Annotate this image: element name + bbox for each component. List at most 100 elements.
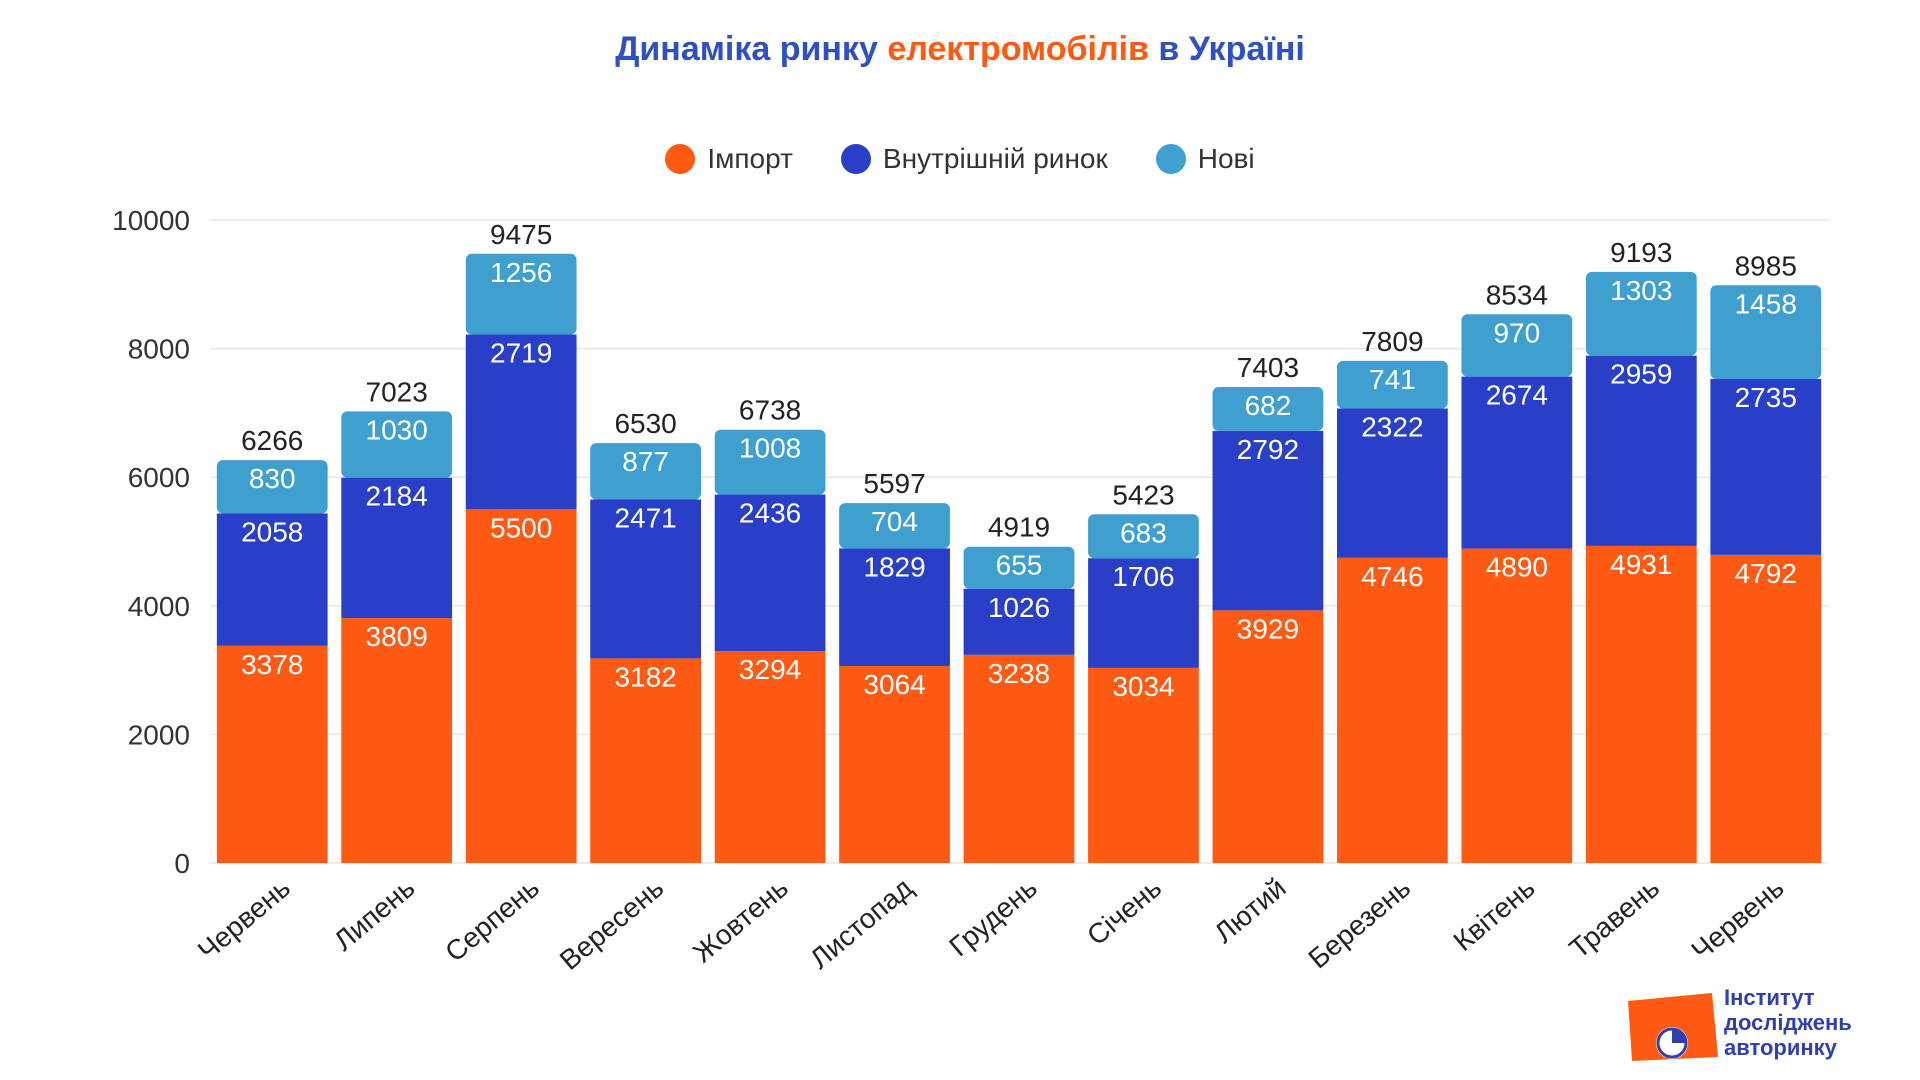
segment-value-label: 1706 bbox=[1112, 561, 1174, 592]
total-label: 8534 bbox=[1486, 279, 1548, 310]
bar-segment-1 bbox=[1461, 376, 1573, 549]
x-category-label: Вересень bbox=[554, 872, 670, 976]
bar-segment-0 bbox=[590, 658, 702, 863]
bar-segment-0 bbox=[341, 618, 453, 863]
legend-label-import: Імпорт bbox=[707, 143, 793, 174]
bar-segment-1 bbox=[714, 494, 826, 652]
bar-segment-1 bbox=[590, 499, 702, 659]
title-part-blue-end: в Україні bbox=[1148, 30, 1305, 68]
total-label: 8985 bbox=[1735, 250, 1797, 281]
bar-segment-2 bbox=[714, 429, 826, 495]
segment-value-label: 2184 bbox=[366, 481, 428, 512]
chart-legend: Імпорт Внутрішній ринок Нові bbox=[0, 143, 1920, 175]
total-label: 6738 bbox=[739, 395, 801, 426]
total-label: 7023 bbox=[366, 376, 428, 407]
y-tick-label: 8000 bbox=[128, 334, 190, 365]
bar-segment-0 bbox=[216, 645, 328, 863]
segment-value-label: 1008 bbox=[739, 433, 801, 464]
total-label: 6530 bbox=[614, 408, 676, 439]
x-category-label: Лютий bbox=[1208, 872, 1291, 949]
bar-segment-1 bbox=[1710, 379, 1822, 555]
bar-segment-2 bbox=[839, 503, 950, 549]
segment-value-label: 1829 bbox=[863, 551, 925, 582]
segment-value-label: 1030 bbox=[366, 414, 428, 445]
bar-segment-2 bbox=[1710, 285, 1822, 380]
bar-segment-0 bbox=[963, 654, 1075, 863]
segment-value-label: 3929 bbox=[1237, 613, 1299, 644]
segment-value-label: 704 bbox=[871, 506, 918, 537]
bar-segment-1 bbox=[839, 548, 950, 666]
x-category-label: Грудень bbox=[943, 872, 1043, 963]
x-category-label: Червень bbox=[1685, 872, 1789, 966]
segment-value-label: 4890 bbox=[1486, 552, 1548, 583]
segment-value-label: 970 bbox=[1493, 317, 1540, 348]
bar-segment-2 bbox=[1088, 514, 1199, 559]
segment-value-label: 682 bbox=[1245, 390, 1292, 421]
legend-label-new: Нові bbox=[1197, 143, 1255, 174]
bar-segment-0 bbox=[839, 665, 950, 863]
bar-segment-1 bbox=[341, 477, 453, 619]
bar-segment-1 bbox=[1088, 558, 1199, 668]
bar-segment-0 bbox=[1212, 610, 1324, 863]
total-label: 4919 bbox=[988, 512, 1050, 543]
y-tick-label: 4000 bbox=[128, 591, 190, 622]
segment-value-label: 3238 bbox=[988, 658, 1050, 689]
bar-segment-2 bbox=[1461, 314, 1573, 377]
total-label: 7403 bbox=[1237, 352, 1299, 383]
bar-segment-2 bbox=[590, 443, 702, 500]
x-category-label: Жовтень bbox=[687, 872, 794, 969]
legend-label-domestic: Внутрішній ринок bbox=[882, 143, 1108, 174]
segment-value-label: 741 bbox=[1369, 364, 1416, 395]
x-category-label: Січень bbox=[1081, 872, 1167, 951]
segment-value-label: 2719 bbox=[490, 338, 552, 369]
bar-segment-1 bbox=[216, 513, 328, 646]
segment-value-label: 2792 bbox=[1237, 434, 1299, 465]
total-label: 5597 bbox=[863, 468, 925, 499]
x-category-label: Серпень bbox=[439, 872, 545, 968]
legend-dot-import-icon bbox=[665, 144, 696, 174]
segment-value-label: 3378 bbox=[241, 649, 303, 680]
total-label: 6266 bbox=[241, 425, 303, 456]
bar-segment-2 bbox=[1212, 386, 1324, 431]
bar-segment-0 bbox=[465, 509, 577, 863]
segment-value-label: 3182 bbox=[614, 661, 676, 692]
bar-segment-0 bbox=[1710, 554, 1822, 863]
segment-value-label: 3294 bbox=[739, 654, 801, 685]
institute-logo-icon bbox=[1628, 993, 1718, 1061]
y-tick-label: 2000 bbox=[128, 719, 190, 750]
bar-segment-1 bbox=[963, 588, 1075, 655]
legend-item-import: Імпорт bbox=[665, 143, 793, 175]
bar-segment-1 bbox=[1585, 355, 1697, 546]
total-label: 7809 bbox=[1361, 326, 1423, 357]
bar-segment-2 bbox=[341, 411, 453, 478]
segment-value-label: 877 bbox=[622, 446, 669, 477]
logo-line-3: авторинку bbox=[1724, 1035, 1837, 1060]
segment-value-label: 4792 bbox=[1735, 558, 1797, 589]
segment-value-label: 3064 bbox=[863, 669, 925, 700]
legend-item-domestic: Внутрішній ринок bbox=[840, 143, 1108, 175]
bar-segment-2 bbox=[465, 253, 577, 335]
segment-value-label: 2058 bbox=[241, 516, 303, 547]
segment-value-label: 5500 bbox=[490, 512, 552, 543]
chart-title: Динаміка ринку електромобілів в Україні bbox=[0, 30, 1920, 69]
bar-segment-2 bbox=[1585, 271, 1697, 356]
logo-line-1: Інститут bbox=[1724, 985, 1815, 1010]
segment-value-label: 655 bbox=[996, 550, 1043, 581]
segment-value-label: 1303 bbox=[1610, 275, 1672, 306]
bar-segment-0 bbox=[1336, 557, 1448, 863]
bar-segment-2 bbox=[963, 546, 1075, 589]
bar-segment-2 bbox=[216, 460, 328, 514]
x-category-label: Липень bbox=[328, 872, 421, 957]
segment-value-label: 1026 bbox=[988, 592, 1050, 623]
x-category-label: Травень bbox=[1563, 872, 1665, 964]
bar-segment-2 bbox=[1336, 360, 1448, 409]
segment-value-label: 683 bbox=[1120, 517, 1167, 548]
x-category-label: Березень bbox=[1302, 872, 1416, 975]
segment-value-label: 1256 bbox=[490, 257, 552, 288]
logo-line-2: досліджень bbox=[1724, 1010, 1852, 1035]
bar-segment-1 bbox=[465, 334, 577, 510]
legend-item-new: Нові bbox=[1155, 143, 1255, 175]
bar-segment-0 bbox=[1088, 667, 1199, 863]
segment-value-label: 3034 bbox=[1112, 671, 1174, 702]
